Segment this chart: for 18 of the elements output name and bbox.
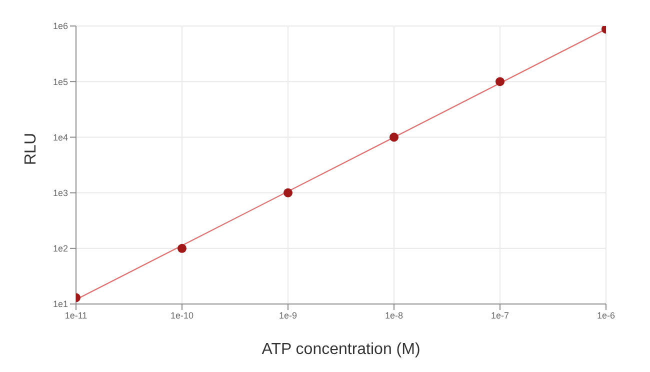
x-tick-label: 1e-9 bbox=[278, 310, 298, 320]
y-tick-label: 1e2 bbox=[52, 244, 68, 254]
y-tick-label: 1e1 bbox=[52, 299, 68, 310]
y-tick-label: 1e5 bbox=[52, 76, 68, 87]
x-tick-label: 1e-7 bbox=[490, 310, 510, 320]
x-tick-label: 1e-11 bbox=[64, 310, 88, 320]
y-axis-title: RLU bbox=[22, 132, 40, 165]
y-tick-label: 1e6 bbox=[52, 21, 68, 32]
point bbox=[283, 188, 293, 198]
x-tick-label: 1e-6 bbox=[596, 310, 616, 320]
y-tick-label: 1e4 bbox=[52, 132, 68, 142]
y-tick-label: 1e3 bbox=[52, 188, 68, 198]
x-axis-title: ATP concentration (M) bbox=[262, 341, 420, 358]
x-tick-label: 1e-10 bbox=[170, 310, 194, 320]
x-tick-label: 1e-8 bbox=[384, 310, 404, 320]
point bbox=[177, 244, 187, 253]
point bbox=[389, 132, 399, 142]
point bbox=[495, 77, 505, 86]
